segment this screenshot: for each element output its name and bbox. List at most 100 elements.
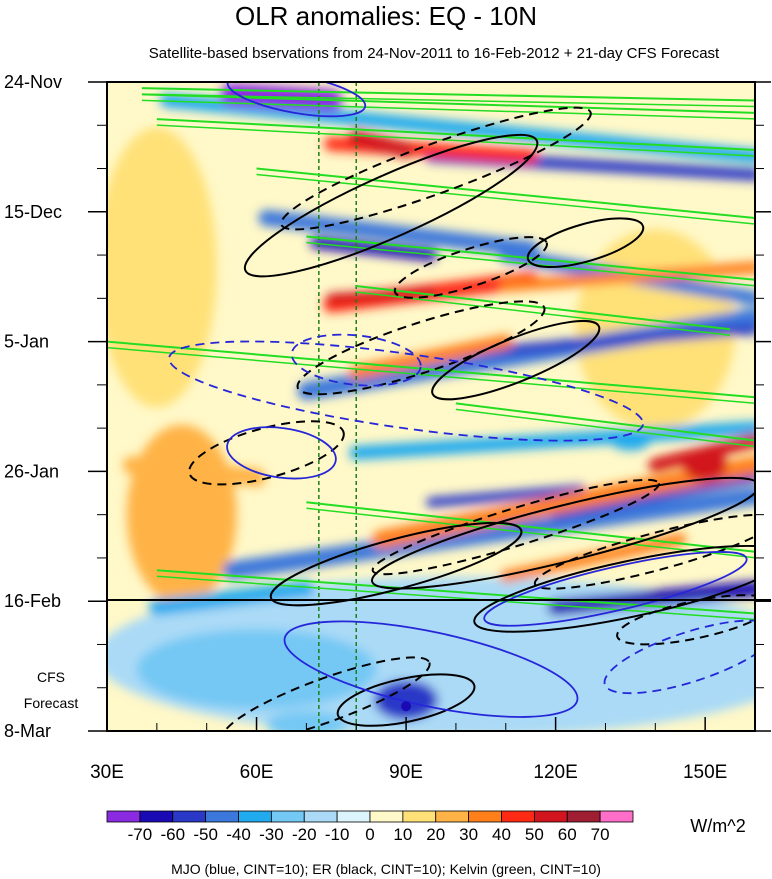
er-contour-solid-0	[243, 133, 539, 278]
y-tick-label-4: 16-Feb	[4, 591, 61, 611]
colorbar-cell-13	[533, 810, 568, 823]
colorbar-label-14: 70	[591, 825, 610, 844]
plot-frame	[106, 81, 756, 732]
mjo-contour-solid-3	[483, 551, 748, 627]
mjo-contour-dashed-1	[290, 333, 422, 387]
er-contour-dashed-7	[222, 656, 431, 731]
heat-minimum-halo	[374, 680, 439, 721]
er-contour-dashed-6	[616, 594, 755, 646]
er-contour-dashed-5	[533, 513, 755, 590]
forecast-label-line1: CFS	[37, 669, 65, 685]
er-contour-dashed-1	[393, 236, 548, 299]
colorbar-label-6: -10	[325, 825, 350, 844]
olr-anomaly-field	[107, 83, 755, 731]
heat-streak	[148, 580, 315, 616]
kelvin-contour-9	[156, 569, 755, 615]
er-contour-solid-6	[336, 673, 476, 727]
colorbar-cell-4	[238, 810, 272, 823]
mjo-contour-dashed-2	[603, 619, 755, 695]
kelvin-contour-inner-7	[455, 408, 755, 448]
er-contour-dashed-4	[371, 478, 660, 576]
colorbar-cell-1	[139, 810, 174, 823]
heat-streak-warm	[122, 456, 266, 487]
colorbar-cell-7	[336, 810, 371, 823]
heat-streak	[159, 93, 755, 164]
x-tick-label-0: 30E	[90, 762, 124, 783]
colorbar-cell-15	[599, 810, 634, 823]
kelvin-contour-inner-2	[156, 124, 755, 157]
colorbar-label-9: 20	[426, 825, 445, 844]
plot-area	[107, 82, 755, 731]
colorbar-label-4: -30	[259, 825, 284, 844]
kelvin-contour-5	[356, 284, 731, 331]
y-axis: 24-Nov 15-Dec 5-Jan 26-Jan 16-Feb 8-Mar	[4, 72, 771, 741]
colorbar-cell-11	[468, 810, 502, 823]
x-tick-label-1: 60E	[240, 762, 274, 783]
colorbar-label-2: -50	[193, 825, 218, 844]
kelvin-contour-inner-8	[306, 507, 755, 559]
heat-streak	[222, 487, 755, 580]
heat-warm-blob	[683, 449, 728, 482]
x-tick-label-4: 150E	[683, 762, 727, 783]
colorbar-cell-9	[402, 810, 437, 823]
colorbar-label-5: -20	[292, 825, 317, 844]
heat-streak-warm	[499, 261, 755, 292]
heat-cool-blob	[266, 710, 347, 731]
colorbar: -70 -60 -50 -40 -30 -20 -10 0 10 20 30 40 50 60 70	[106, 810, 634, 844]
colorbar-cell-0	[106, 810, 141, 823]
kelvin-contour-0	[141, 87, 755, 102]
heat-streak	[426, 484, 586, 508]
chart-subtitle: Satellite-based bservations from 24-Nov-…	[149, 45, 720, 62]
er-contour-dashed-2	[296, 300, 546, 396]
colorbar-label-10: 30	[459, 825, 478, 844]
colorbar-cell-10	[435, 810, 470, 823]
colorbar-label-8: 10	[393, 825, 412, 844]
y-tick-label-0: 24-Nov	[4, 72, 62, 92]
colorbar-units: W/m^2	[690, 816, 745, 836]
heat-cool-forecast-west	[136, 629, 377, 710]
y-tick-label-3: 26-Jan	[4, 461, 59, 481]
chart-title: OLR anomalies: EQ - 10N	[235, 1, 537, 31]
colorbar-label-12: 50	[525, 825, 544, 844]
kelvin-contour-inner-1	[141, 99, 755, 120]
colorbar-label-0: -70	[128, 825, 153, 844]
heat-cool-blob	[610, 430, 651, 451]
kelvin-contour-8	[306, 501, 755, 553]
er-contour-dashed-3	[188, 420, 345, 486]
heat-streak	[547, 580, 755, 616]
x-tick-label-2: 90E	[389, 762, 423, 783]
colorbar-cell-3	[205, 810, 239, 823]
kelvin-contour-6	[107, 340, 755, 399]
colorbar-cell-6	[303, 810, 338, 823]
heat-streak-warm	[349, 334, 513, 380]
mjo-contour-solid-1	[226, 426, 337, 480]
kelvin-contour-2	[156, 118, 755, 151]
colorbar-cell-5	[270, 810, 305, 823]
mjo-contours	[168, 82, 755, 718]
colorbar-label-13: 60	[558, 825, 577, 844]
mjo-contour-solid-2	[283, 620, 579, 718]
contour-legend-text: MJO (blue, CINT=10); ER (black, CINT=10)…	[171, 861, 601, 877]
x-tick-label-3: 120E	[533, 762, 577, 783]
heat-streak-warm	[348, 129, 415, 158]
heat-streak	[550, 472, 755, 520]
colorbar-cell-8	[369, 810, 404, 823]
er-contour-solid-1	[526, 217, 645, 268]
x-axis: 30E 60E 90E 120E 150E	[90, 717, 756, 783]
y-tick-label-5: 8-Mar	[4, 721, 51, 741]
colorbar-cell-12	[501, 810, 535, 823]
heat-warm-west	[107, 127, 217, 408]
colorbar-label-7: 0	[365, 825, 374, 844]
colorbar-label-1: -60	[160, 825, 185, 844]
y-tick-label-2: 5-Jan	[4, 332, 49, 352]
heat-streak	[450, 324, 755, 359]
er-contour-dashed-0	[280, 106, 592, 231]
forecast-label-line2: Forecast	[24, 695, 79, 711]
colorbar-label-11: 40	[492, 825, 511, 844]
kelvin-contour-3	[256, 167, 755, 219]
y-tick-label-1: 15-Dec	[4, 202, 62, 222]
colorbar-label-3: -40	[226, 825, 251, 844]
mjo-marker	[401, 701, 412, 712]
colorbar-cell-2	[172, 810, 207, 823]
